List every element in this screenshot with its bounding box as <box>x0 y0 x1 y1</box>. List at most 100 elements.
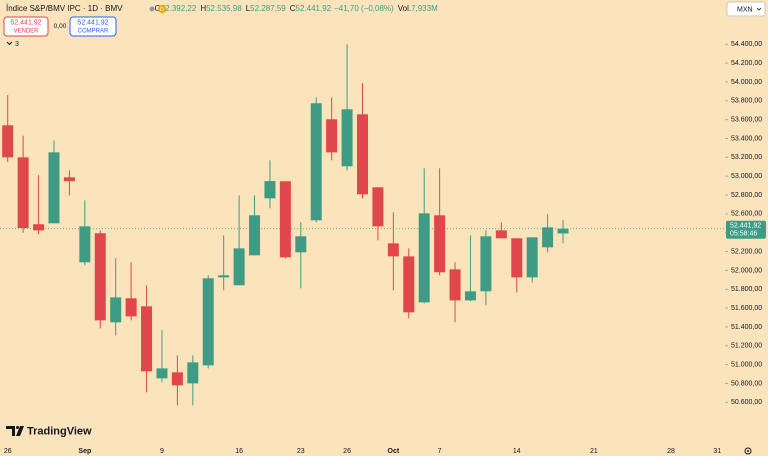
y-tick-label: 52.200,00 <box>731 248 762 255</box>
y-tick-label: 53.000,00 <box>731 173 762 180</box>
y-tick-label: 51.200,00 <box>731 343 762 350</box>
quote-value: 52.441,92 <box>296 4 332 13</box>
x-tick-label: Oct <box>388 448 400 455</box>
candle-body <box>79 226 91 263</box>
symbol-header: Índice S&P/BMV IPC · 1D · BMV O52.392,22 H… <box>6 4 438 13</box>
candle-body <box>63 177 75 182</box>
candle-body <box>449 269 461 301</box>
price-tag-countdown: 05:58:46 <box>730 231 757 238</box>
candle-body <box>202 278 214 366</box>
y-tick-label: 52.000,00 <box>731 267 762 274</box>
candle-body <box>387 243 399 257</box>
candle-body <box>341 109 353 167</box>
buy-label: COMPRAR <box>78 29 109 35</box>
quote-value: 7,933M <box>411 4 438 13</box>
settings-icon[interactable] <box>744 447 752 455</box>
y-tick-label: 54.400,00 <box>731 41 762 48</box>
candle-body <box>403 256 415 313</box>
candle-body <box>526 237 538 278</box>
candle-body <box>418 213 430 303</box>
x-tick-label: 9 <box>160 448 164 455</box>
candle-body <box>218 275 230 278</box>
x-tick-label: 21 <box>590 448 598 455</box>
status-dot <box>149 6 155 12</box>
sell-price: 52.441,92 <box>10 19 41 26</box>
y-tick-label: 52.600,00 <box>731 211 762 218</box>
quote-change: −41,70 (−0,08%) <box>334 4 394 13</box>
sell-button[interactable] <box>3 16 49 37</box>
candle-body <box>511 238 523 278</box>
y-tick-label: 53.400,00 <box>731 135 762 142</box>
price-tag <box>726 220 766 239</box>
brand: TradingView <box>27 425 92 437</box>
x-tick-label: 28 <box>667 448 675 455</box>
y-tick-label: 53.600,00 <box>731 117 762 124</box>
candle-body <box>233 248 245 286</box>
brand-logo-dot <box>16 426 19 429</box>
quote-value: 52.392,22 <box>161 4 197 13</box>
candle-body <box>141 306 153 372</box>
x-tick-label: 14 <box>513 448 521 455</box>
quote-value: 52.535,98 <box>206 4 242 13</box>
indicator-count: 3 <box>15 41 19 48</box>
x-tick-label: 16 <box>235 448 243 455</box>
quote-label: Vol. <box>398 4 411 13</box>
settings-icon-center <box>747 450 749 452</box>
y-tick-label: 53.200,00 <box>731 154 762 161</box>
buy-price: 52.441,92 <box>77 19 108 26</box>
candle-body <box>295 236 307 253</box>
y-tick-label: 51.400,00 <box>731 324 762 331</box>
exchange-badge <box>158 5 166 13</box>
x-tick-label: 23 <box>297 448 305 455</box>
candle-body <box>187 362 199 384</box>
candle-body <box>94 233 106 321</box>
candle-body <box>17 157 29 229</box>
y-tick-label: 50.800,00 <box>731 380 762 387</box>
candle-body <box>264 181 276 199</box>
candle-body <box>480 236 492 292</box>
candle-body <box>372 187 384 227</box>
candle-body <box>542 227 554 248</box>
y-tick-label: 50.600,00 <box>731 399 762 406</box>
quote-label: C <box>290 4 296 13</box>
quote-label: O <box>154 4 160 13</box>
candle-body <box>110 297 122 323</box>
candle-body <box>495 230 507 239</box>
currency-caret <box>756 7 762 11</box>
currency-button[interactable] <box>726 1 766 17</box>
candle-body <box>464 291 476 301</box>
quote-label: L <box>246 4 251 13</box>
x-tick-label: Sep <box>78 448 91 455</box>
candle-body <box>310 103 322 221</box>
candle-body <box>33 224 45 231</box>
candle-body <box>357 114 368 195</box>
spread: 0,00 <box>54 23 67 30</box>
y-tick-label: 52.800,00 <box>731 192 762 199</box>
title: Índice S&P/BMV IPC · 1D · BMV <box>6 4 123 13</box>
y-tick-label: 54.200,00 <box>731 60 762 67</box>
y-tick-label: 51.800,00 <box>731 286 762 293</box>
collapse-icon[interactable] <box>6 41 13 46</box>
candle-body <box>2 125 14 158</box>
candle-body <box>171 372 183 386</box>
x-tick-label: 26 <box>343 448 351 455</box>
quote-label: H <box>200 4 206 13</box>
candle-body <box>156 368 168 379</box>
y-tick-label: 54.000,00 <box>731 79 762 86</box>
x-tick-label: 7 <box>438 448 442 455</box>
candle-body <box>326 119 338 153</box>
y-tick-label: 51.000,00 <box>731 361 762 368</box>
y-tick-label: 51.600,00 <box>731 305 762 312</box>
y-tick-label: 53.800,00 <box>731 98 762 105</box>
currency: MXN <box>737 6 753 13</box>
x-tick-label: 31 <box>713 448 721 455</box>
candle-body <box>279 181 291 258</box>
quote-value: 52.287,59 <box>250 4 286 13</box>
exchange-badge-label: D <box>160 7 164 13</box>
candle-body <box>434 215 446 273</box>
buy-button[interactable] <box>69 16 117 37</box>
candle-body <box>125 298 137 317</box>
sell-label: VENDER <box>13 29 39 35</box>
